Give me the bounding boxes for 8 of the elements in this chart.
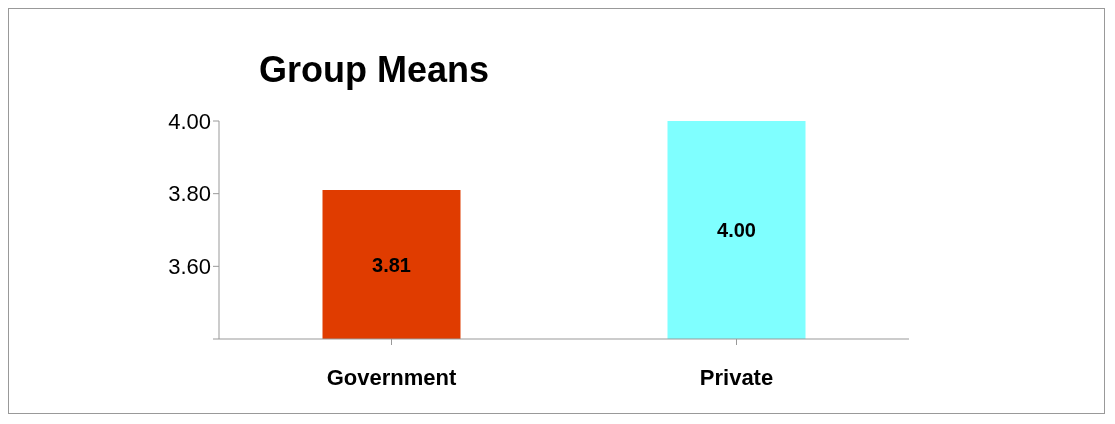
y-tick-label: 3.80 bbox=[168, 181, 211, 207]
chart-title: Group Means bbox=[259, 49, 490, 91]
x-tick-label: Government bbox=[326, 364, 457, 390]
y-tick-label: 3.60 bbox=[168, 254, 211, 280]
y-tick-label: 4.00 bbox=[168, 108, 211, 134]
x-tick-label: Private bbox=[699, 364, 774, 390]
data-label: 4.00 bbox=[717, 219, 756, 242]
data-label: 3.81 bbox=[372, 253, 411, 276]
